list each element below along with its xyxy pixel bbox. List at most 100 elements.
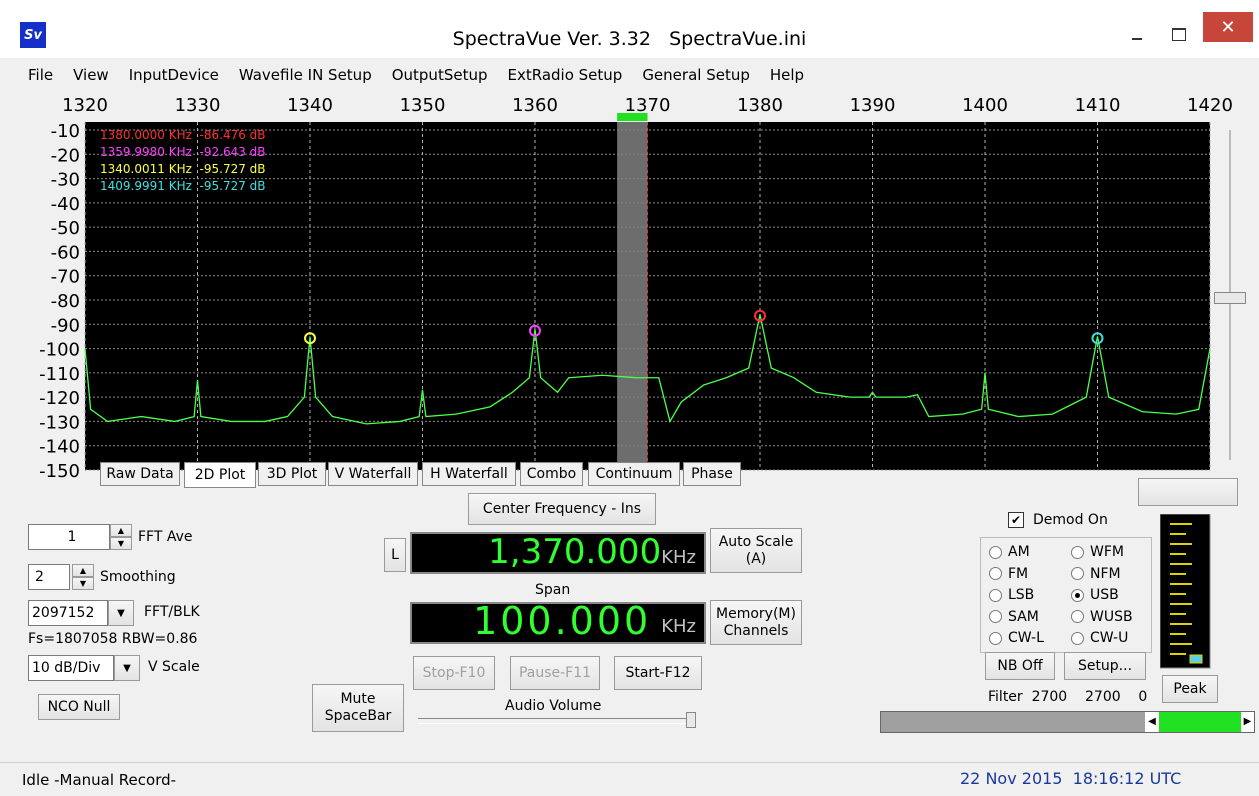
nco-null-button[interactable]: NCO Null [38,694,120,720]
pause-button[interactable]: Pause-F11 [510,656,600,690]
mode-group: AM WFM FM NFM LSB USB SAM WUSB CW-L CW-U [980,537,1152,653]
auto-scale-button[interactable]: Auto Scale (A) [710,528,802,573]
radio-option[interactable]: CW-U [1071,630,1128,646]
x-tick-label: 1340 [287,95,333,116]
radio-option[interactable]: CW-L [989,630,1044,646]
frequency-value: 1,370.000 [488,532,662,572]
radio-button [1071,631,1084,645]
span-display: 100.000 KHz [410,602,706,644]
radio-option[interactable]: LSB [989,587,1034,603]
stop-button[interactable]: Stop-F10 [413,656,495,690]
radio-label: LSB [1008,587,1035,603]
marker-readout: 1409.9991 KHz -95.727 dB [100,179,266,193]
tab[interactable]: V Waterfall [328,462,418,486]
radio-option[interactable]: FM [989,566,1028,582]
fft-ave-input[interactable]: 1 [28,524,110,550]
menu-item[interactable]: File [28,66,54,84]
radio-button [1071,545,1084,559]
minimize-button[interactable] [1122,20,1156,50]
tab[interactable]: 2D Plot [184,462,256,488]
spin-down[interactable]: ▼ [72,577,94,590]
y-tick-label: -100 [39,340,80,361]
status-right: 22 Nov 2015 18:16:12 UTC [960,769,1182,788]
menu-item[interactable]: View [73,66,109,84]
radio-option[interactable]: WFM [1071,544,1124,560]
menu-item[interactable]: Wavefile IN Setup [238,66,372,84]
x-tick-label: 1360 [512,95,558,116]
fs-rbw-label: Fs=1807058 RBW=0.86 [28,631,198,647]
v-scale-dropdown[interactable]: 10 dB/Div [28,655,114,681]
maximize-button[interactable] [1164,20,1198,50]
setup-button[interactable]: Setup... [1064,652,1146,680]
radio-button [989,610,1002,623]
spin-down[interactable]: ▼ [110,537,132,550]
radio-label: NFM [1090,565,1121,582]
audio-volume-slider[interactable] [418,718,696,724]
dropdown-arrow[interactable]: ▼ [114,655,140,681]
memory-channels-button[interactable]: Memory(M) Channels [710,600,802,645]
close-button[interactable]: ✕ [1203,12,1253,42]
tab[interactable]: H Waterfall [422,462,516,486]
start-button[interactable]: Start-F12 [614,656,702,690]
radio-label: AM [1008,544,1030,560]
peak-button[interactable]: Peak [1162,675,1218,703]
spectrum-plot: -10 -20 -30 -40 -50 -60 -70 -80 -90 -100 -110 -120 -… [39,95,1233,482]
tab[interactable]: Raw Data [100,462,180,486]
radio-option[interactable]: WUSB [1071,609,1133,625]
smoothing-input[interactable]: 2 [28,564,70,590]
level-meter [1160,514,1211,669]
x-tick-label: 1380 [737,95,783,116]
y-tick-label: -60 [51,242,80,263]
y-tick-label: -150 [39,461,80,482]
spectrum-trace [84,314,1211,425]
mute-button[interactable]: Mute SpaceBar [312,684,404,732]
spin-up[interactable]: ▲ [110,524,132,537]
filter-bar[interactable]: ◀ ▶ [880,711,1255,733]
tab[interactable]: Combo [520,462,583,486]
menu-item[interactable]: OutputSetup [391,66,488,84]
marker-readout: 1380.0000 KHz -86.476 dB [100,128,266,142]
radio-label: WUSB [1090,608,1133,625]
y-tick-label: -30 [51,170,80,191]
menu-bar: File View InputDevice Wavefile IN Setup Outp… [0,62,1259,88]
l-button[interactable]: L [384,538,406,572]
tab[interactable]: 3D Plot [258,462,326,486]
nb-button[interactable]: NB Off [985,652,1055,680]
spin-up[interactable]: ▲ [72,564,94,577]
radio-option[interactable]: NFM [1071,566,1121,582]
radio-label: FM [1008,565,1029,582]
menu-item[interactable]: General Setup [642,66,750,84]
x-tick-label: 1400 [962,95,1008,116]
level-slider[interactable] [1214,130,1246,460]
center-frequency-button[interactable]: Center Frequency - Ins [468,493,656,525]
v-scale-label: V Scale [148,659,200,675]
tab[interactable]: Phase [683,462,741,486]
marker-readout: 1359.9980 KHz -92.643 dB [100,145,266,159]
radio-button [1071,588,1084,602]
title-bar: Sv SpectraVue Ver. 3.32 SpectraVue.ini ✕ [0,0,1259,58]
y-tick-label: -80 [51,291,80,312]
menu-item[interactable]: Help [769,66,805,84]
x-tick-label: 1390 [850,95,896,116]
y-tick-label: -140 [39,437,80,458]
slider-thumb[interactable] [686,712,696,728]
menu-item[interactable]: ExtRadio Setup [507,66,623,84]
radio-button [989,545,1002,559]
demod-checkbox[interactable]: ✔ [1008,512,1024,528]
marker-readout: 1340.0011 KHz -95.727 dB [100,162,266,176]
radio-option[interactable]: SAM [989,609,1039,625]
dropdown-arrow[interactable]: ▼ [108,600,134,626]
app-icon: Sv [20,22,46,48]
radio-label: USB [1090,587,1119,603]
radio-option[interactable]: USB [1071,587,1119,603]
menu-item[interactable]: InputDevice [128,66,219,84]
x-tick-label: 1420 [1187,95,1233,116]
radio-option[interactable]: AM [989,544,1030,560]
fft-blk-dropdown[interactable]: 2097152 [28,600,108,626]
tab[interactable]: Continuum [588,462,680,486]
x-tick-label: 1330 [175,95,221,116]
blank-button[interactable] [1138,478,1238,506]
demod-label: Demod On [1033,512,1108,528]
radio-label: SAM [1008,608,1039,625]
